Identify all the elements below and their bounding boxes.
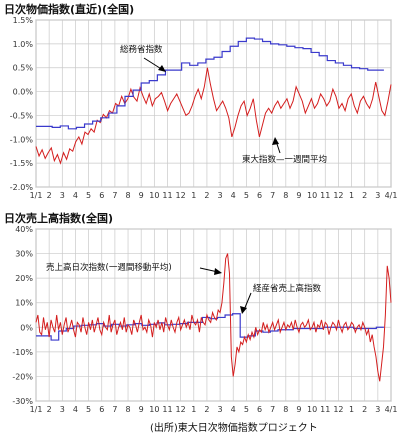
top-annotation-tokyo: 東大指数—一週間平均 [242,154,327,165]
bottom-annotation-meti-arrow [243,292,252,311]
top-x-tick-label: 1/1 [30,191,43,200]
top-x-tick-label: 7 [112,191,117,200]
top-x-tick-label: 2 [47,191,52,200]
bottom-y-tick-label: 0% [20,323,33,332]
bottom-x-tick-label: 3 [375,405,380,414]
bottom-x-tick-label: 3 [218,405,223,414]
top-x-tick-label: 11 [320,191,330,200]
bottom-y-tick-label: -10% [12,348,33,357]
bottom-x-tick-label: 12 [176,405,186,414]
top-x-tick-label: 3 [375,191,380,200]
top-x-tick-label: 1 [349,191,354,200]
top-x-tick-label: 12 [333,191,343,200]
bottom-x-tick-label: 5 [244,405,249,414]
bottom-x-tick-label: 7 [112,405,117,414]
top-chart-grid [35,19,392,188]
bottom-x-tick-label: 9 [296,405,301,414]
top-x-tick-label: 6 [257,191,262,200]
top-x-tick-label: 3 [218,191,223,200]
top-annotation-official-arrowhead [158,65,166,72]
top-x-tick-label: 5 [244,191,249,200]
bottom-annotation-meti: 経産省売上高指数 [253,283,322,294]
bottom-x-tick-label: 1 [349,405,354,414]
bottom-x-tick-label: 3 [60,405,65,414]
top-x-tick-label: 7 [270,191,275,200]
top-x-tick-label: 10 [307,191,317,200]
top-x-tick-label: 9 [139,191,144,200]
top-series-official-index-line [36,37,384,130]
top-x-tick-label: 4/1 [385,191,398,200]
bottom-x-tick-label: 8 [283,405,288,414]
top-x-tick-label: 9 [296,191,301,200]
top-chart-title: 日次物価指数(直近)(全国) [4,2,134,16]
bottom-x-tick-label: 9 [139,405,144,414]
top-y-tick-label: -2.0% [10,183,34,192]
top-x-tick-label: 4 [231,191,236,200]
top-annotation-tokyo-arrowhead [272,137,279,145]
bottom-x-tick-label: 11 [320,405,330,414]
top-x-tick-label: 4 [73,191,78,200]
bottom-x-tick-label: 5 [86,405,91,414]
bottom-y-tick-label: -30% [12,397,33,406]
bottom-chart-title: 日次売上高指数(全国) [4,211,113,225]
bottom-x-tick-label: 8 [125,405,130,414]
top-x-tick-label: 6 [99,191,104,200]
bottom-y-tick-label: 10% [15,299,33,308]
bottom-x-tick-label: 1 [191,405,196,414]
top-y-tick-label: -1.0% [10,135,34,144]
bottom-x-tick-label: 2 [362,405,367,414]
top-x-tick-label: 12 [176,191,186,200]
bottom-x-tick-label: 6 [99,405,104,414]
top-x-tick-label: 10 [149,191,159,200]
top-chart: 日次物価指数(直近)(全国) -2.0% -1.5% -1.0% -0.5% 0.0% 0… [4,2,397,200]
top-chart-y-axis: -2.0% -1.5% -1.0% -0.5% 0.0% 0.5% 1.0% 1.5% [10,16,34,192]
top-series-tokyo-index-line [35,67,392,165]
bottom-x-tick-label: 12 [333,405,343,414]
bottom-chart-y-axis: -30% -20% -10% 0% 10% 20% 30% 40% [12,225,33,406]
top-y-tick-label: -1.5% [10,159,34,168]
bottom-x-tick-label: 2 [47,405,52,414]
top-x-tick-label: 2 [362,191,367,200]
bottom-annotation-meti-arrowhead [240,306,247,314]
bottom-x-tick-label: 1/1 [30,405,43,414]
bottom-annotation-daily-sales-arrowhead [214,268,222,275]
bottom-y-tick-label: 40% [15,225,33,234]
top-y-tick-label: 0.5% [13,64,34,73]
top-x-tick-label: 1 [191,191,196,200]
bottom-x-tick-label: 11 [162,405,172,414]
top-x-tick-label: 8 [283,191,288,200]
bottom-chart: 日次売上高指数(全国) -30% -20% -10% 0% 10% 20% 30% 40% 1… [4,211,397,414]
bottom-x-tick-label: 7 [270,405,275,414]
top-annotation-official: 総務省指数 [120,44,163,55]
bottom-series-daily-sales-line [35,253,392,382]
top-x-tick-label: 11 [162,191,172,200]
source-note: (出所)東大日次物価指数プロジェクト [150,421,318,434]
top-chart-x-axis: 1/1 2 3 4 5 6 7 8 9 10 11 12 1 2 3 4 5 6 7 8 9 10 11 12 1 2 3 4/1 [30,191,398,200]
bottom-x-tick-label: 10 [149,405,159,414]
bottom-x-tick-label: 4/1 [385,405,398,414]
top-x-tick-label: 8 [125,191,130,200]
bottom-y-tick-label: 20% [15,274,33,283]
bottom-y-tick-label: -20% [12,372,33,381]
bottom-x-tick-label: 4 [231,405,236,414]
bottom-annotation-daily-sales: 売上高日次指数(一週間移動平均) [46,262,172,273]
top-x-tick-label: 2 [204,191,209,200]
top-y-tick-label: 1.0% [13,40,34,49]
top-x-tick-label: 3 [60,191,65,200]
bottom-x-tick-label: 2 [204,405,209,414]
bottom-x-tick-label: 10 [307,405,317,414]
bottom-chart-x-axis: 1/1 2 3 4 5 6 7 8 9 10 11 12 1 2 3 4 5 6 7 8 9 10 11 12 1 2 3 4/1 [30,405,398,414]
bottom-x-tick-label: 6 [257,405,262,414]
bottom-y-tick-label: 30% [15,250,33,259]
top-y-tick-label: -0.5% [10,111,34,120]
bottom-x-tick-label: 4 [73,405,78,414]
top-y-tick-label: 0.0% [13,88,34,97]
top-y-tick-label: 1.5% [13,16,34,25]
top-x-tick-label: 5 [86,191,91,200]
